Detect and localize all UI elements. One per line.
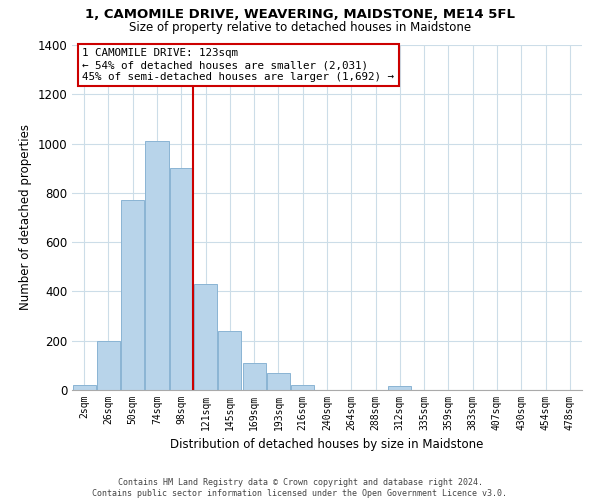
- Bar: [145, 141, 169, 390]
- Y-axis label: Number of detached properties: Number of detached properties: [19, 124, 32, 310]
- Bar: [267, 373, 290, 390]
- Bar: [218, 331, 241, 390]
- Bar: [73, 385, 95, 390]
- X-axis label: Distribution of detached houses by size in Maidstone: Distribution of detached houses by size …: [170, 438, 484, 452]
- Bar: [291, 385, 314, 390]
- Bar: [121, 200, 144, 390]
- Text: Size of property relative to detached houses in Maidstone: Size of property relative to detached ho…: [129, 21, 471, 34]
- Text: 1, CAMOMILE DRIVE, WEAVERING, MAIDSTONE, ME14 5FL: 1, CAMOMILE DRIVE, WEAVERING, MAIDSTONE,…: [85, 8, 515, 20]
- Bar: [97, 340, 120, 390]
- Bar: [170, 168, 193, 390]
- Text: 1 CAMOMILE DRIVE: 123sqm
← 54% of detached houses are smaller (2,031)
45% of sem: 1 CAMOMILE DRIVE: 123sqm ← 54% of detach…: [82, 48, 394, 82]
- Bar: [242, 363, 266, 390]
- Bar: [194, 284, 217, 390]
- Text: Contains HM Land Registry data © Crown copyright and database right 2024.
Contai: Contains HM Land Registry data © Crown c…: [92, 478, 508, 498]
- Bar: [388, 386, 412, 390]
